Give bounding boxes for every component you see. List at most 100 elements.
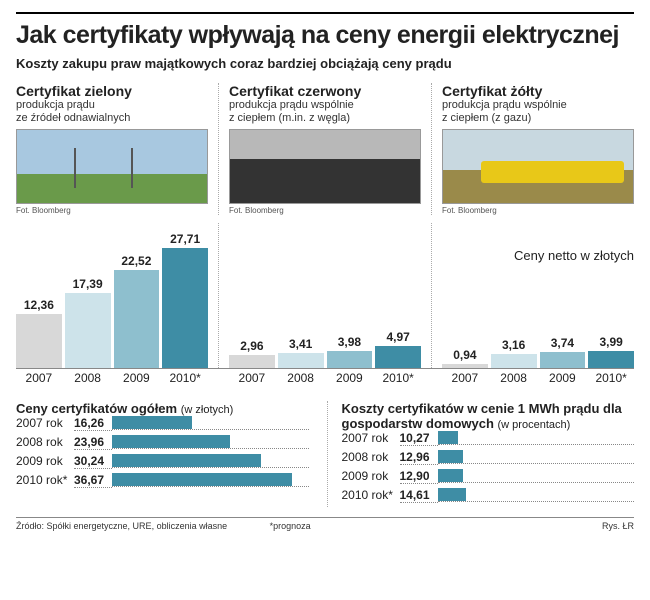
hbar-fill xyxy=(112,416,192,429)
hbar-year: 2009 rok xyxy=(342,469,400,483)
hbar-year: 2007 rok xyxy=(16,416,74,430)
bar-rect xyxy=(114,270,160,368)
bar-rect xyxy=(229,355,275,368)
bar-value: 0,94 xyxy=(453,348,476,362)
bar-rect xyxy=(162,248,208,368)
bar: 17,39 xyxy=(65,223,111,368)
bar: 22,52 xyxy=(114,223,160,368)
bar-value: 12,36 xyxy=(24,298,54,312)
cert-column: Certyfikat czerwonyprodukcja prądu wspól… xyxy=(218,83,421,215)
cert-desc: produkcja prądu wspólniez ciepłem (z gaz… xyxy=(442,99,634,125)
axis-year: 2010* xyxy=(162,371,208,385)
bar: 4,97 xyxy=(375,223,421,368)
bar-rect xyxy=(588,351,634,368)
hbar-year: 2009 rok xyxy=(16,454,74,468)
cert-name: Certyfikat żółty xyxy=(442,83,634,99)
hbar-fill xyxy=(438,450,463,463)
cert-desc: produkcja prąduze źródeł odnawialnych xyxy=(16,99,208,125)
footer-source: Źródło: Spółki energetyczne, URE, oblicz… xyxy=(16,521,311,531)
hbar-fill xyxy=(438,431,458,444)
bar-rect xyxy=(442,364,488,368)
bar-rect xyxy=(375,346,421,368)
bar-value: 3,16 xyxy=(502,338,525,352)
cert-photo xyxy=(229,129,421,204)
lower-title: Ceny certyfikatów ogółem (w złotych) xyxy=(16,401,309,416)
bar-rect xyxy=(278,353,324,368)
bar-value: 3,74 xyxy=(551,336,574,350)
lower-section: Ceny certyfikatów ogółem (w złotych)2007… xyxy=(16,401,309,507)
axis-year: 2009 xyxy=(114,371,160,385)
hbar-year: 2010 rok* xyxy=(342,488,400,502)
bar-value: 3,99 xyxy=(599,335,622,349)
hbar-fill xyxy=(112,435,230,448)
hbar-fill xyxy=(438,488,467,501)
bar: 0,94 xyxy=(442,223,488,368)
hbar-year: 2010 rok* xyxy=(16,473,74,487)
bar-value: 4,97 xyxy=(386,330,409,344)
hbar-value: 14,61 xyxy=(400,488,438,503)
hbar-row: 2007 rok10,27 xyxy=(342,431,635,446)
bar-rect xyxy=(327,351,373,368)
cert-desc: produkcja prądu wspólniez ciepłem (m.in.… xyxy=(229,99,421,125)
bar: 3,16 xyxy=(491,223,537,368)
bar: 12,36 xyxy=(16,223,62,368)
bar-value: 2,96 xyxy=(240,339,263,353)
hbar-value: 36,67 xyxy=(74,473,112,488)
bar-value: 17,39 xyxy=(73,277,103,291)
bar: 3,74 xyxy=(540,223,586,368)
bar: 3,98 xyxy=(327,223,373,368)
bar-group: 12,36 17,39 22,52 27,71 xyxy=(16,223,208,368)
bar-rect xyxy=(65,293,111,368)
axis-year: 2007 xyxy=(16,371,62,385)
hbar-row: 2008 rok12,96 xyxy=(342,450,635,465)
hbar-fill xyxy=(112,473,292,486)
bar-value: 22,52 xyxy=(121,254,151,268)
hbar-year: 2007 rok xyxy=(342,431,400,445)
hbar-row: 2007 rok16,26 xyxy=(16,416,309,431)
hbar-value: 30,24 xyxy=(74,454,112,469)
hbar-row: 2009 rok30,24 xyxy=(16,454,309,469)
photo-credit: Fot. Bloomberg xyxy=(229,206,421,215)
lower-section: Koszty certyfikatów w cenie 1 MWh prądu … xyxy=(327,401,635,507)
bar: 2,96 xyxy=(229,223,275,368)
bar-value: 27,71 xyxy=(170,232,200,246)
hbar-fill xyxy=(112,454,261,467)
cert-photo xyxy=(16,129,208,204)
hbar-row: 2010 rok*14,61 xyxy=(342,488,635,503)
lower-title: Koszty certyfikatów w cenie 1 MWh prądu … xyxy=(342,401,635,431)
cert-column: Certyfikat żółtyprodukcja prądu wspólnie… xyxy=(431,83,634,215)
axis-year: 2008 xyxy=(278,371,324,385)
axis-year: 2009 xyxy=(327,371,373,385)
hbar-row: 2010 rok*36,67 xyxy=(16,473,309,488)
bar-rect xyxy=(16,314,62,368)
hbar-fill xyxy=(438,469,463,482)
bar-value: 3,98 xyxy=(338,335,361,349)
page-title: Jak certyfikaty wpływają na ceny energii… xyxy=(16,22,634,50)
photo-credit: Fot. Bloomberg xyxy=(442,206,634,215)
hbar-year: 2008 rok xyxy=(342,450,400,464)
cert-name: Certyfikat zielony xyxy=(16,83,208,99)
bar-value: 3,41 xyxy=(289,337,312,351)
hbar-year: 2008 rok xyxy=(16,435,74,449)
page-subtitle: Koszty zakupu praw majątkowych coraz bar… xyxy=(16,56,634,71)
axis-year: 2008 xyxy=(65,371,111,385)
bar: 27,71 xyxy=(162,223,208,368)
bar-rect xyxy=(491,354,537,368)
axis-year: 2007 xyxy=(442,371,488,385)
bar-group: 2,96 3,41 3,98 4,97 xyxy=(218,223,421,368)
footer-byline: Rys. ŁR xyxy=(602,521,634,531)
hbar-row: 2009 rok12,90 xyxy=(342,469,635,484)
axis-year: 2010* xyxy=(588,371,634,385)
bar: 3,99 xyxy=(588,223,634,368)
axis-year: 2008 xyxy=(491,371,537,385)
hbar-value: 16,26 xyxy=(74,416,112,431)
cert-name: Certyfikat czerwony xyxy=(229,83,421,99)
hbar-row: 2008 rok23,96 xyxy=(16,435,309,450)
cert-photo xyxy=(442,129,634,204)
bar: 3,41 xyxy=(278,223,324,368)
hbar-value: 23,96 xyxy=(74,435,112,450)
bar-group: 0,94 3,16 3,74 3,99 xyxy=(431,223,634,368)
bar-rect xyxy=(540,352,586,368)
axis-year: 2010* xyxy=(375,371,421,385)
footer: Źródło: Spółki energetyczne, URE, oblicz… xyxy=(16,517,634,531)
